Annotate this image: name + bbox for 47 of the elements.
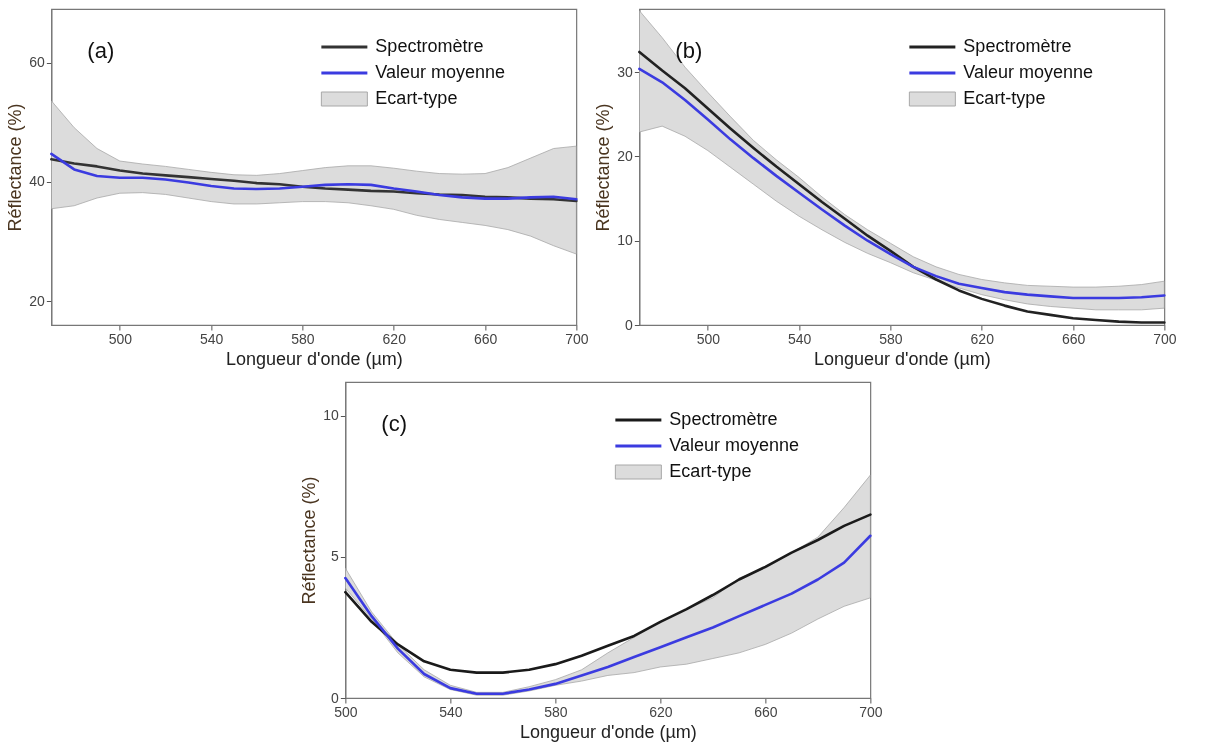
y-axis-title: Réflectance (%): [5, 103, 26, 232]
x-tick-label: 620: [649, 703, 673, 720]
annotation: (c): [381, 411, 408, 436]
legend-label: Spectromètre: [375, 36, 484, 56]
legend-label: Valeur moyenne: [375, 62, 506, 82]
x-tick-label: 540: [439, 703, 463, 720]
y-tick-label: 5: [331, 548, 340, 565]
x-axis-title: Longueur d'onde (µm): [225, 348, 403, 369]
x-tick-label: 540: [787, 330, 812, 347]
legend-label: Valeur moyenne: [669, 435, 800, 455]
x-tick-label: 660: [473, 330, 498, 347]
x-tick-label: 540: [199, 330, 224, 347]
annotation: (a): [87, 38, 115, 63]
y-tick-label: 60: [29, 54, 46, 71]
x-tick-label: 500: [108, 330, 133, 347]
y-tick-label: 40: [29, 173, 46, 190]
line-series: [344, 513, 872, 674]
y-axis-title: Réflectance (%): [593, 103, 614, 232]
y-tick-label: 20: [29, 292, 46, 309]
legend-label: Ecart-type: [669, 461, 752, 481]
x-tick-label: 500: [334, 703, 358, 720]
annotation: (b): [675, 38, 703, 63]
x-tick-label: 700: [859, 703, 883, 720]
y-tick-label: 10: [323, 407, 340, 424]
x-tick-label: 620: [970, 330, 995, 347]
legend-label: Valeur moyenne: [963, 62, 1094, 82]
legend-label: Spectromètre: [963, 36, 1072, 56]
x-axis-title: Longueur d'onde (µm): [813, 348, 991, 369]
y-tick-label: 0: [331, 689, 340, 706]
y-axis-title: Réflectance (%): [299, 476, 320, 605]
legend-label: Ecart-type: [375, 88, 458, 108]
x-tick-label: 700: [1153, 330, 1177, 347]
x-tick-label: 660: [1061, 330, 1086, 347]
y-tick-label: 10: [617, 232, 634, 249]
legend-label: Spectromètre: [669, 409, 778, 429]
y-tick-label: 30: [617, 63, 634, 80]
x-tick-label: 660: [754, 703, 778, 720]
x-tick-label: 580: [544, 703, 568, 720]
x-tick-label: 620: [382, 330, 407, 347]
x-tick-label: 580: [879, 330, 903, 347]
y-tick-label: 0: [625, 316, 634, 333]
x-axis-title: Longueur d'onde (µm): [519, 721, 697, 742]
x-tick-label: 580: [291, 330, 315, 347]
x-tick-label: 700: [565, 330, 589, 347]
y-tick-label: 20: [617, 147, 634, 164]
x-tick-label: 500: [696, 330, 721, 347]
legend-label: Ecart-type: [963, 88, 1046, 108]
